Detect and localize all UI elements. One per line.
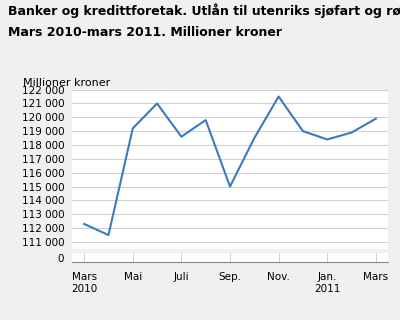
Text: Millioner kroner: Millioner kroner (23, 78, 110, 88)
Text: Mars 2010-mars 2011. Millioner kroner: Mars 2010-mars 2011. Millioner kroner (8, 26, 282, 39)
Text: Banker og kredittforetak. Utlån til utenriks sjøfart og rørtransport.: Banker og kredittforetak. Utlån til uten… (8, 3, 400, 18)
